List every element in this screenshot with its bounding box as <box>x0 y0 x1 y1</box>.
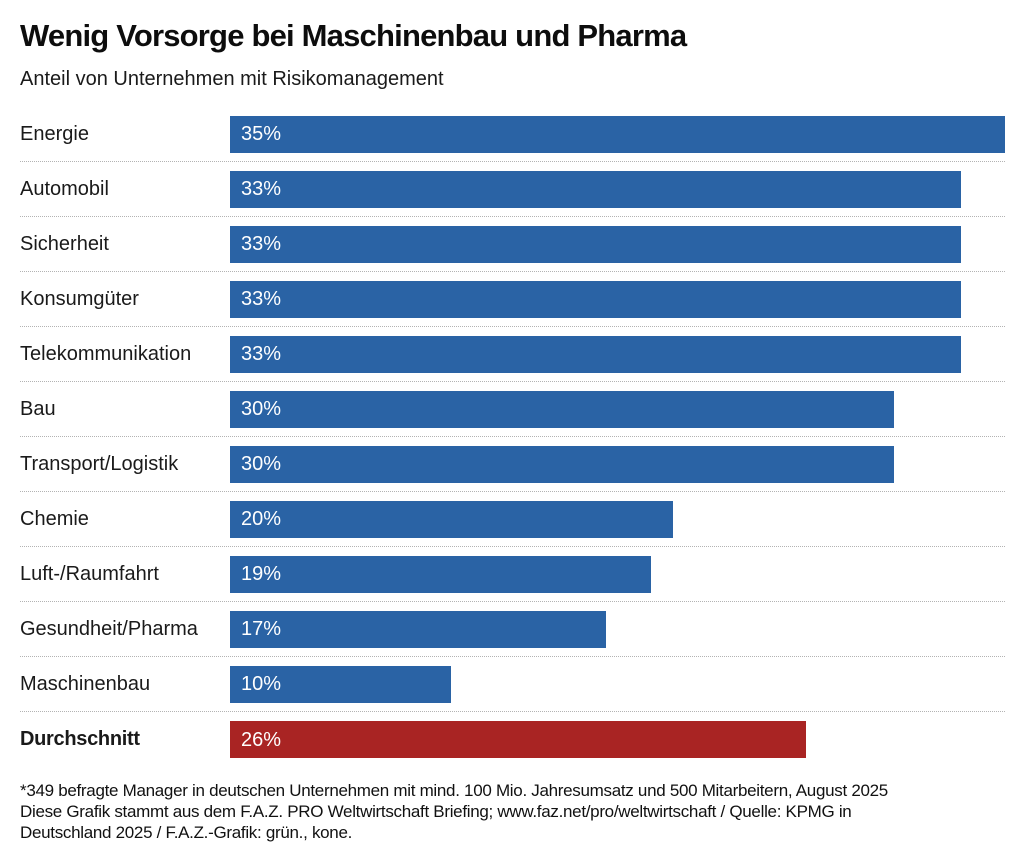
chart-title: Wenig Vorsorge bei Maschinenbau und Phar… <box>20 18 687 53</box>
bar-track: 30% <box>230 445 1005 483</box>
bar: 33% <box>230 170 961 208</box>
bar-track: 33% <box>230 280 1005 318</box>
category-label: Luft-/Raumfahrt <box>20 562 159 585</box>
bar-value-label: 33% <box>241 343 282 365</box>
chart-row: Transport/Logistik 30% <box>20 437 1005 492</box>
bar: 17% <box>230 610 607 648</box>
category-label: Durchschnitt <box>20 728 140 750</box>
chart-row: Energie 35% <box>20 107 1005 162</box>
bar: 10% <box>230 665 452 703</box>
bar-track: 19% <box>230 555 1005 593</box>
bar-track: 20% <box>230 500 1005 538</box>
bar-value-label: 26% <box>241 728 282 751</box>
bar: 33% <box>230 335 961 373</box>
bar-track: 33% <box>230 225 1005 263</box>
category-label: Transport/Logistik <box>20 452 179 475</box>
chart-row: Bau 30% <box>20 382 1005 437</box>
bar-value-label: 30% <box>241 398 282 420</box>
chart-row: Automobil 33% <box>20 162 1005 217</box>
chart-row: Gesundheit/Pharma 17% <box>20 602 1005 657</box>
chart-row: Telekommunikation 33% <box>20 327 1005 382</box>
footnote-line: Deutschland 2025 / F.A.Z.-Grafik: grün.,… <box>20 823 353 842</box>
bar: 26% <box>230 721 806 758</box>
footnote-line: Diese Grafik stammt aus dem F.A.Z. PRO W… <box>20 802 852 821</box>
category-label: Bau <box>20 397 56 420</box>
category-label: Chemie <box>20 507 89 530</box>
bar: 33% <box>230 225 961 263</box>
footnote-line: *349 befragte Manager in deutschen Unter… <box>20 781 888 800</box>
bar-track: 30% <box>230 390 1005 428</box>
chart-row: Sicherheit 33% <box>20 217 1005 272</box>
bar-value-label: 19% <box>241 563 282 585</box>
category-label: Maschinenbau <box>20 672 151 695</box>
bar-value-label: 33% <box>241 288 282 310</box>
bar: 30% <box>230 390 895 428</box>
category-label: Telekommunikation <box>20 342 192 365</box>
bar: 19% <box>230 555 651 593</box>
bar-track: 10% <box>230 665 1005 703</box>
bar: 30% <box>230 445 895 483</box>
bar-track: 33% <box>230 335 1005 373</box>
bar-track: 35% <box>230 115 1005 153</box>
bar-chart: Energie 35% Automobil 33% Sicherheit 33% <box>20 107 1005 767</box>
category-label: Energie <box>20 122 89 145</box>
bar-track: 26% <box>230 721 1005 758</box>
chart-subtitle: Anteil von Unternehmen mit Risikomanagem… <box>20 68 444 90</box>
category-label: Sicherheit <box>20 232 109 255</box>
category-label: Konsumgüter <box>20 287 139 310</box>
chart-row: Luft-/Raumfahrt 19% <box>20 547 1005 602</box>
chart-row: Konsumgüter 33% <box>20 272 1005 327</box>
footnote: *349 befragte Manager in deutschen Unter… <box>20 780 1005 843</box>
category-label: Automobil <box>20 177 109 200</box>
bar-value-label: 33% <box>241 178 282 200</box>
bar-value-label: 10% <box>241 673 282 695</box>
bar-value-label: 35% <box>241 123 282 145</box>
bar-track: 33% <box>230 170 1005 208</box>
bar-value-label: 30% <box>241 453 282 475</box>
chart-row: Maschinenbau 10% <box>20 657 1005 712</box>
bar-value-label: 17% <box>241 618 282 640</box>
bar-track: 17% <box>230 610 1005 648</box>
bar-value-label: 33% <box>241 233 282 255</box>
chart-row: Chemie 20% <box>20 492 1005 547</box>
chart-row: Durchschnitt 26% <box>20 712 1005 767</box>
category-label: Gesundheit/Pharma <box>20 617 198 640</box>
bar-value-label: 20% <box>241 508 282 530</box>
bar: 35% <box>230 115 1005 153</box>
bar: 33% <box>230 280 961 318</box>
bar: 20% <box>230 500 673 538</box>
